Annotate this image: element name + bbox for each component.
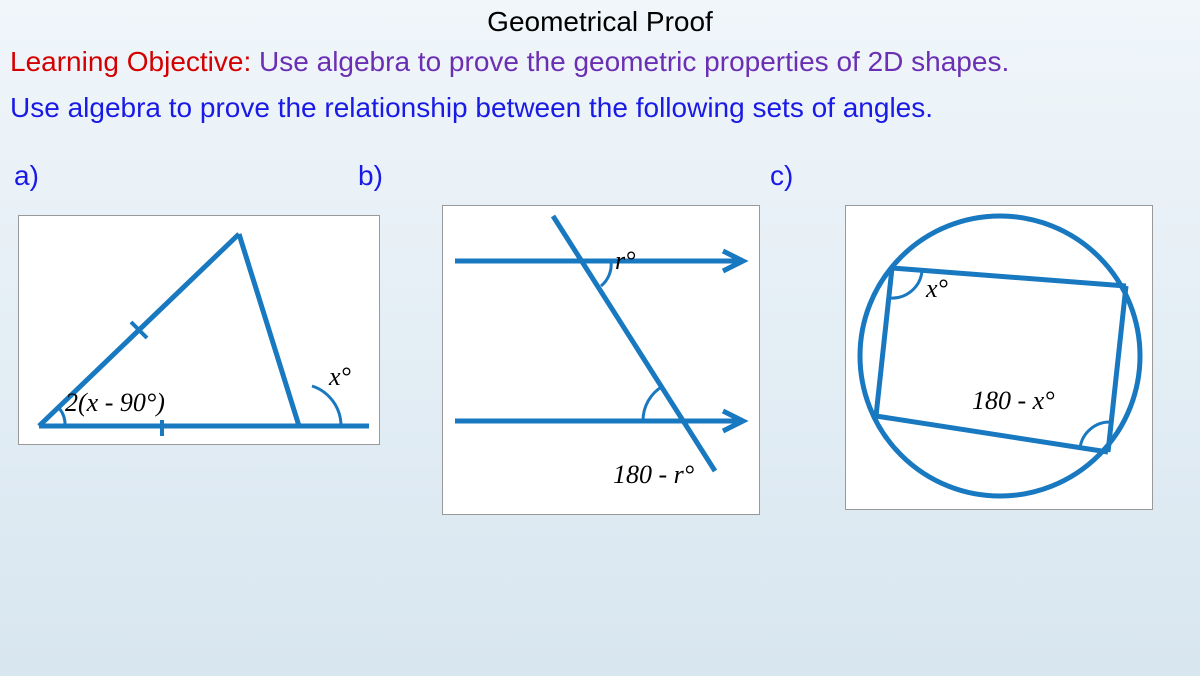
figure-b-angle1: r° <box>615 246 636 276</box>
figure-a-angle2: x° <box>329 362 351 392</box>
figure-c-svg <box>846 206 1154 511</box>
label-b: b) <box>358 160 383 192</box>
instruction-text: Use algebra to prove the relationship be… <box>0 78 1200 124</box>
figure-b-svg <box>443 206 761 516</box>
figure-c-angle2: 180 - x° <box>972 386 1055 416</box>
learning-objective-text: Use algebra to prove the geometric prope… <box>251 46 1009 77</box>
figure-b: r° 180 - r° <box>442 205 760 515</box>
figure-a: 2(x - 90°) x° <box>18 215 380 445</box>
label-c: c) <box>770 160 793 192</box>
page-title: Geometrical Proof <box>0 0 1200 38</box>
label-a: a) <box>14 160 39 192</box>
figure-c: x° 180 - x° <box>845 205 1153 510</box>
figure-c-angle1: x° <box>926 274 948 304</box>
learning-objective-label: Learning Objective: <box>10 46 251 77</box>
figure-a-angle1: 2(x - 90°) <box>65 388 165 418</box>
figure-b-angle2: 180 - r° <box>613 460 694 490</box>
learning-objective: Learning Objective: Use algebra to prove… <box>0 38 1200 78</box>
